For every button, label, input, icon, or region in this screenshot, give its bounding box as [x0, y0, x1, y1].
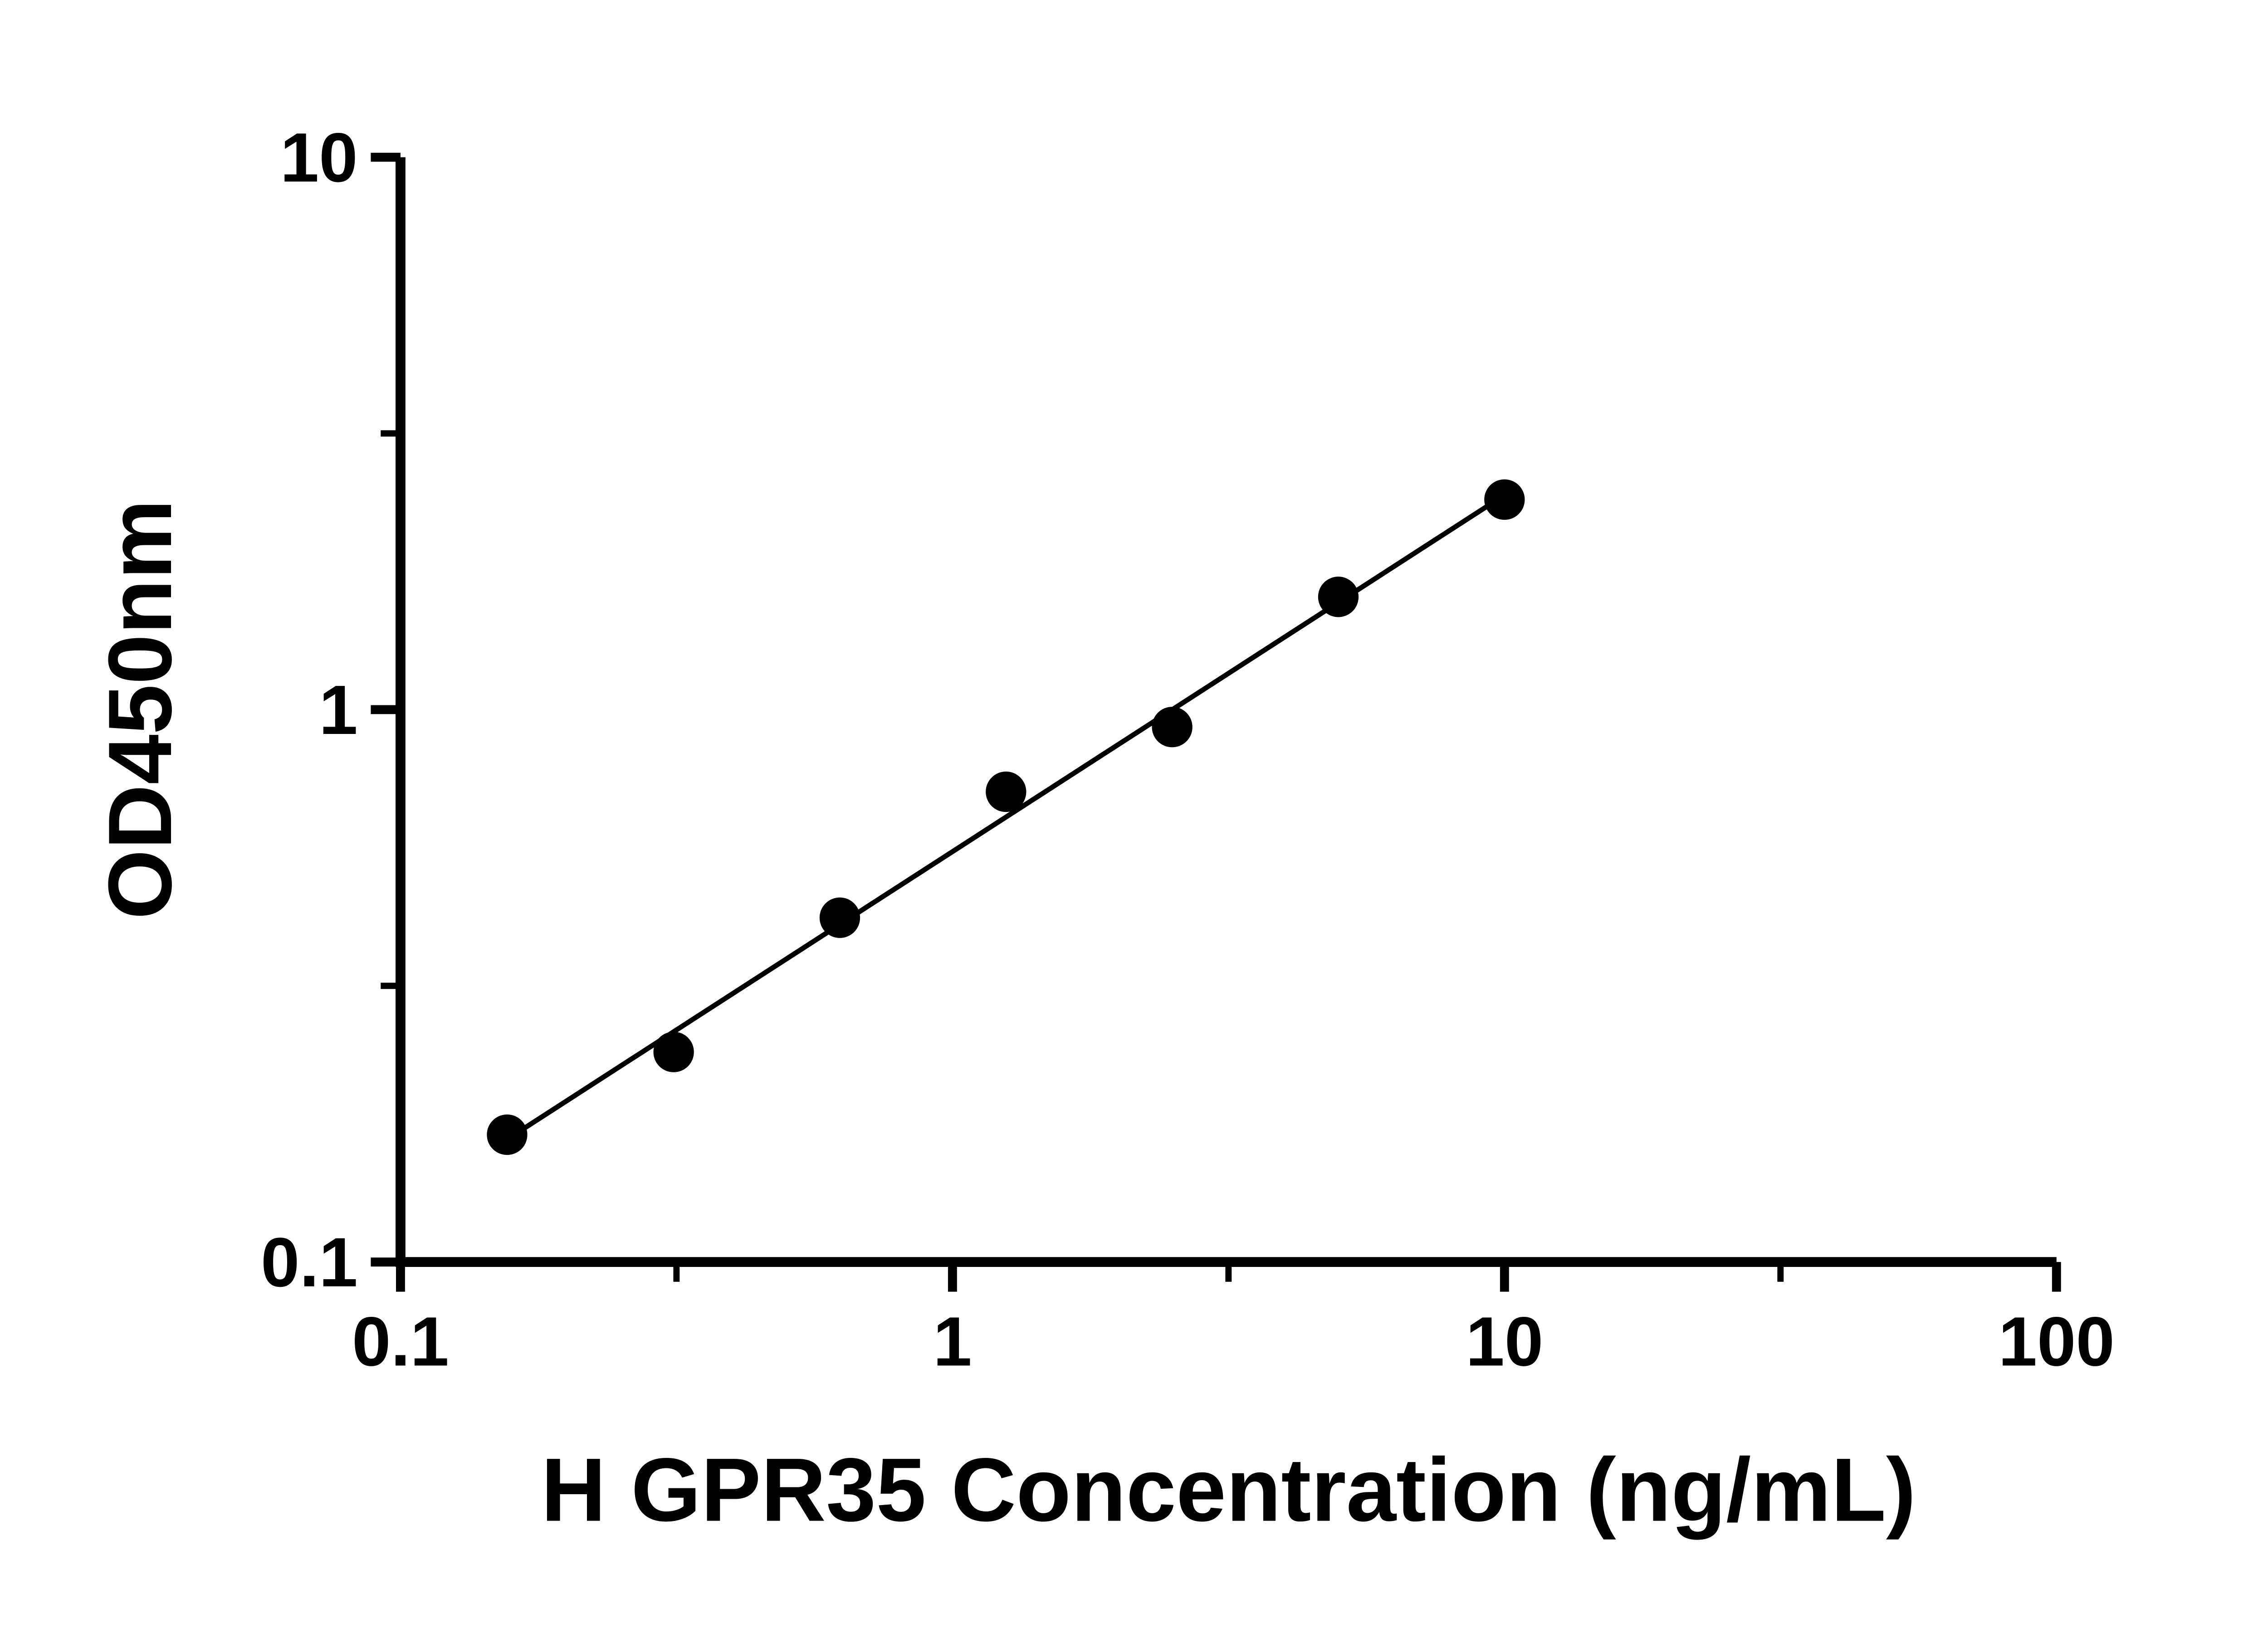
y-axis-tick-label: 1	[319, 671, 358, 749]
y-axis-tick-label: 0.1	[261, 1223, 358, 1301]
y-axis-title: OD450nm	[90, 499, 191, 919]
data-point	[1318, 577, 1359, 617]
data-point	[1152, 707, 1193, 748]
x-axis-tick-label: 0.1	[352, 1302, 449, 1380]
x-axis-tick-label: 10	[1466, 1302, 1543, 1380]
axis-spines	[396, 157, 2057, 1267]
data-point	[986, 771, 1026, 812]
x-axis-title: H GPR35 Concentration (ng/mL)	[541, 1440, 1916, 1540]
data-point	[487, 1114, 528, 1155]
data-point	[653, 1032, 694, 1072]
plot-area: 0.1 1 10 100 0.1 1 10	[261, 118, 2115, 1380]
data-point	[1484, 479, 1525, 520]
data-point	[819, 897, 860, 938]
x-axis-tick-label: 1	[933, 1302, 972, 1380]
x-axis-tick-label: 100	[1998, 1302, 2115, 1380]
y-axis-tick-label: 10	[280, 118, 358, 196]
